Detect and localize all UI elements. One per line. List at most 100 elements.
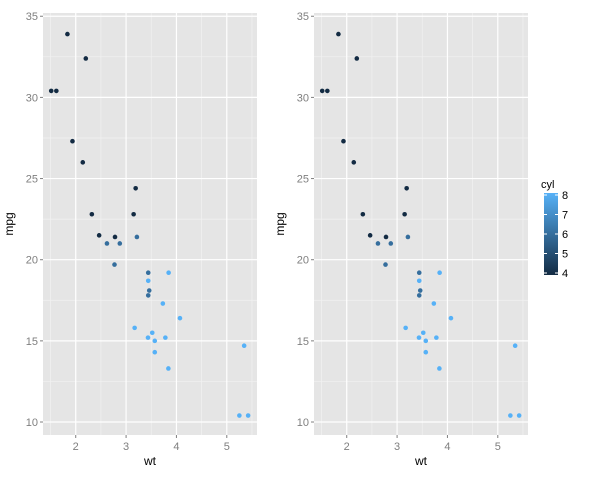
data-point — [146, 288, 152, 293]
data-point — [383, 262, 388, 267]
data-point — [152, 349, 158, 355]
x-tick-label: 3 — [123, 441, 129, 453]
data-point — [416, 270, 422, 275]
cyl-colorbar-legend: cyl 4 5 6 7 8 — [541, 179, 568, 280]
data-point — [388, 241, 394, 246]
data-point — [112, 234, 118, 240]
data-point — [416, 293, 422, 298]
scatter-panel-right: 2 3 4 5 10 15 20 25 30 35 wt mpg — [273, 11, 528, 468]
data-point — [405, 234, 411, 240]
data-point — [166, 366, 171, 371]
data-point — [145, 270, 151, 275]
data-point — [434, 335, 439, 340]
data-point — [48, 88, 54, 94]
plot-background — [43, 13, 257, 435]
data-point — [367, 233, 373, 238]
data-point — [516, 413, 522, 418]
x-tick-label: 3 — [394, 441, 400, 453]
colorbar — [544, 193, 558, 275]
data-point — [70, 138, 75, 144]
data-point — [149, 330, 155, 336]
data-point — [437, 270, 442, 275]
y-axis-title: mpg — [273, 212, 287, 235]
data-point — [133, 185, 138, 191]
x-tick-label: 2 — [344, 441, 350, 453]
x-tick-label: 5 — [495, 441, 501, 453]
y-tick-label: 15 — [26, 336, 38, 348]
data-point — [160, 301, 166, 306]
colorbar-tick-label: 4 — [562, 268, 568, 280]
data-point — [423, 338, 429, 344]
data-point — [336, 31, 341, 37]
y-tick-label: 10 — [26, 417, 38, 429]
data-point — [245, 413, 251, 418]
x-tick-label: 4 — [173, 441, 179, 453]
data-point — [325, 88, 330, 94]
x-axis-title: wt — [143, 454, 157, 468]
y-tick-label: 30 — [297, 92, 309, 104]
data-point — [448, 315, 454, 321]
data-point — [354, 56, 360, 61]
data-point — [237, 413, 242, 418]
data-point — [402, 211, 407, 217]
data-point — [403, 325, 408, 331]
data-point — [417, 288, 423, 293]
data-point — [166, 270, 171, 275]
plot-background — [314, 13, 528, 435]
data-point — [360, 211, 366, 217]
y-tick-label: 15 — [297, 336, 309, 348]
data-point — [420, 330, 426, 336]
x-tick-label: 5 — [224, 441, 230, 453]
data-point — [383, 234, 389, 240]
data-point — [117, 241, 123, 246]
y-tick-label: 35 — [297, 11, 309, 23]
data-point — [65, 31, 70, 37]
y-axis-title: mpg — [2, 212, 16, 235]
data-point — [416, 278, 422, 284]
data-point — [145, 293, 151, 298]
scatter-panel-left: 2 3 4 5 10 15 20 25 30 35 wt mpg — [2, 11, 257, 468]
data-point — [423, 349, 429, 355]
x-tick-label: 4 — [444, 441, 450, 453]
data-point — [89, 211, 95, 217]
data-point — [512, 343, 518, 349]
y-tick-label: 25 — [297, 174, 309, 186]
colorbar-tick-label: 7 — [562, 210, 568, 222]
colorbar-tick-label: 5 — [562, 249, 568, 261]
y-tick-label: 25 — [26, 174, 38, 186]
y-tick-label: 20 — [26, 255, 38, 267]
data-point — [83, 56, 89, 61]
data-point — [152, 338, 158, 344]
data-point — [375, 241, 381, 246]
data-point — [104, 241, 110, 246]
data-point — [80, 160, 86, 165]
y-tick-label: 35 — [26, 11, 38, 23]
data-point — [132, 325, 137, 331]
data-point — [416, 335, 422, 340]
colorbar-tick-label: 6 — [562, 229, 568, 241]
data-point — [351, 160, 357, 165]
data-point — [431, 301, 437, 306]
data-point — [437, 366, 442, 371]
y-tick-label: 30 — [26, 92, 38, 104]
data-point — [341, 138, 346, 144]
data-point — [112, 262, 117, 267]
data-point — [177, 315, 183, 321]
data-point — [54, 88, 59, 94]
data-point — [96, 233, 102, 238]
data-point — [145, 335, 151, 340]
x-axis-title: wt — [414, 454, 428, 468]
data-point — [163, 335, 168, 340]
y-tick-label: 10 — [297, 417, 309, 429]
y-tick-label: 20 — [297, 255, 309, 267]
data-point — [145, 278, 151, 284]
data-point — [241, 343, 247, 349]
legend-title: cyl — [541, 179, 554, 191]
data-point — [134, 234, 140, 240]
data-point — [404, 185, 409, 191]
colorbar-tick-label: 8 — [562, 190, 568, 202]
data-point — [319, 88, 325, 94]
data-point — [508, 413, 513, 418]
x-tick-label: 2 — [73, 441, 79, 453]
